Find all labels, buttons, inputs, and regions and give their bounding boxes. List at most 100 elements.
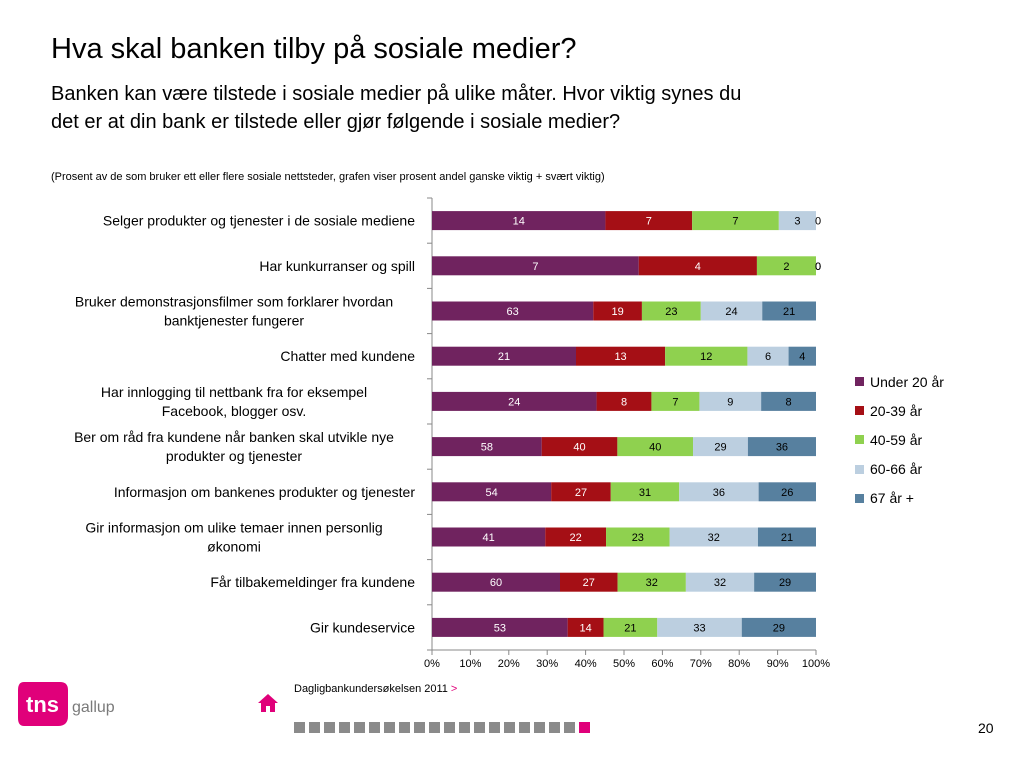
category-label: Bruker demonstrasjonsfilmer som forklare…: [75, 294, 393, 310]
x-tick-label: 70%: [690, 658, 712, 670]
data-label: 0: [815, 261, 821, 273]
legend-swatch: [855, 493, 864, 503]
data-label: 21: [781, 532, 793, 544]
category-label: Får tilbakemeldinger fra kundene: [210, 574, 415, 590]
legend-label: Under 20 år: [870, 373, 944, 390]
data-label: 60: [490, 577, 502, 589]
data-label: 0: [815, 261, 821, 273]
pager-dot[interactable]: [369, 722, 380, 733]
pager-dot[interactable]: [579, 722, 590, 733]
bar-segment: [788, 346, 816, 366]
pager-dot[interactable]: [489, 722, 500, 733]
home-icon[interactable]: [257, 692, 279, 714]
legend-swatch: [855, 464, 864, 474]
legend-label: 67 år +: [870, 490, 914, 507]
x-tick-label: 50%: [613, 658, 635, 670]
bar-segment: [754, 572, 816, 592]
pager-dot[interactable]: [534, 722, 545, 733]
pager-dot[interactable]: [384, 722, 395, 733]
legend-item: 67 år +: [855, 484, 944, 513]
data-label: 4: [799, 351, 805, 363]
bar-segment: [685, 572, 755, 592]
data-label: 8: [786, 396, 792, 408]
pager-dot[interactable]: [294, 722, 305, 733]
data-label: 29: [773, 622, 785, 634]
bar-segment: [610, 482, 680, 502]
legend-label: 60-66 år: [870, 461, 923, 478]
x-tick-label: 80%: [728, 658, 750, 670]
data-label: 7: [672, 396, 678, 408]
category-label: Gir kundeservice: [310, 619, 415, 635]
data-label: 24: [508, 396, 520, 408]
data-label: 9: [727, 396, 733, 408]
data-label: 12: [700, 351, 712, 363]
stacked-bar-chart: 0% 10% 20% 30% 40% 50% 60% 70% 80% 90% 100% Selger …: [74, 197, 830, 670]
data-label: 36: [713, 487, 725, 499]
bar-segment: [747, 346, 789, 366]
data-label: 58: [481, 442, 493, 454]
bar-segment: [762, 301, 816, 321]
legend-label: 40-59 år: [870, 431, 923, 448]
legend-item: 60-66 år: [855, 455, 944, 484]
pager-dot[interactable]: [309, 722, 320, 733]
data-label: 53: [494, 622, 506, 634]
pager-dot[interactable]: [324, 722, 335, 733]
bar-segment: [596, 391, 652, 411]
data-label: 23: [665, 306, 677, 318]
bar-segment: [605, 211, 693, 231]
bar-segment: [432, 527, 546, 547]
chart-legend: Under 20 år 20-39 år 40-59 år 60-66 år 67 år…: [855, 367, 944, 513]
source-text: Dagligbankundersøkelsen 2011: [294, 683, 448, 695]
bar-segment: [432, 617, 568, 637]
pager-dot[interactable]: [549, 722, 560, 733]
bar-segment: [747, 437, 816, 457]
bar-segment: [700, 301, 763, 321]
legend-swatch: [855, 435, 864, 445]
source-link[interactable]: Dagligbankundersøkelsen 2011 >: [294, 683, 457, 695]
pager-dot[interactable]: [459, 722, 470, 733]
pager-dot[interactable]: [444, 722, 455, 733]
bar-segment: [432, 437, 542, 457]
bar-segment: [603, 617, 658, 637]
page-number: 20: [978, 720, 994, 736]
data-label: 29: [779, 577, 791, 589]
pager-dot[interactable]: [414, 722, 425, 733]
x-tick-label: 90%: [767, 658, 789, 670]
category-label: økonomi: [207, 539, 261, 555]
data-label: 33: [693, 622, 705, 634]
data-label: 24: [725, 306, 737, 318]
data-label: 7: [532, 261, 538, 273]
bar-segment: [641, 301, 701, 321]
bar-segment: [432, 391, 597, 411]
pager-dot[interactable]: [519, 722, 530, 733]
data-label: 31: [639, 487, 651, 499]
bar-segment: [699, 391, 762, 411]
bar-segment: [756, 256, 816, 276]
pager-dot[interactable]: [399, 722, 410, 733]
pager-dot[interactable]: [564, 722, 575, 733]
bar-segment: [576, 346, 666, 366]
data-label: 40: [573, 442, 585, 454]
legend-swatch: [855, 377, 864, 387]
logo-text-gallup: gallup: [72, 699, 115, 716]
data-label: 41: [483, 532, 495, 544]
data-label: 2: [783, 261, 789, 273]
bar-segment: [665, 346, 748, 366]
legend-item: 40-59 år: [855, 425, 944, 454]
data-label: 40: [649, 442, 661, 454]
bar-segment: [593, 301, 642, 321]
pager-dot[interactable]: [429, 722, 440, 733]
pager-dot[interactable]: [354, 722, 365, 733]
data-label: 4: [695, 261, 701, 273]
data-label: 21: [498, 351, 510, 363]
pager-dot[interactable]: [474, 722, 485, 733]
category-label: Ber om råd fra kundene når banken skal u…: [74, 429, 394, 445]
data-label: 6: [765, 351, 771, 363]
category-label: Gir informasjon om ulike temaer innen pe…: [85, 520, 382, 536]
category-label: Selger produkter og tjenester i de sosia…: [103, 213, 415, 229]
page-subtitle: Banken kan være tilstede i sosiale medie…: [51, 83, 742, 133]
pager-dot[interactable]: [339, 722, 350, 733]
pager-dot[interactable]: [504, 722, 515, 733]
data-label: 32: [708, 532, 720, 544]
x-tick-label: 60%: [651, 658, 673, 670]
